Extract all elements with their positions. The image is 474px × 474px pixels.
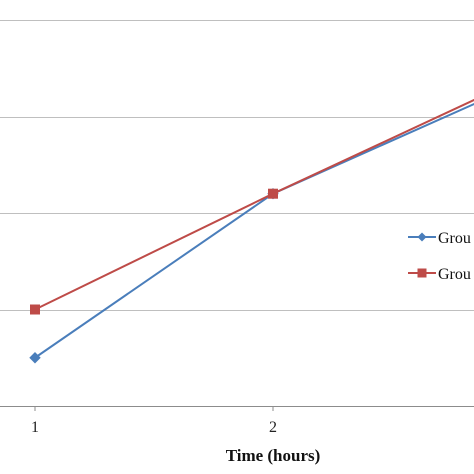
legend-label: Grou [438,266,471,283]
x-tick-label: 1 [31,419,39,436]
data-point [29,352,41,364]
x-axis-title: Time (hours) [226,446,321,465]
legend-marker-diamond [417,232,427,242]
series-1 [29,102,474,364]
series-line [34,98,474,311]
legend-label: Grou [438,230,471,247]
series-line [34,102,474,359]
legend: Grou Grou [408,230,471,283]
legend-item-2: Grou [408,266,471,283]
series-layer [29,98,474,364]
x-tick-label: 2 [269,419,277,436]
gridlines [0,20,474,407]
series-2 [30,98,474,315]
legend-marker-square [417,268,427,278]
legend-item-1: Grou [408,230,471,247]
data-point [30,304,40,315]
data-point [268,188,278,199]
